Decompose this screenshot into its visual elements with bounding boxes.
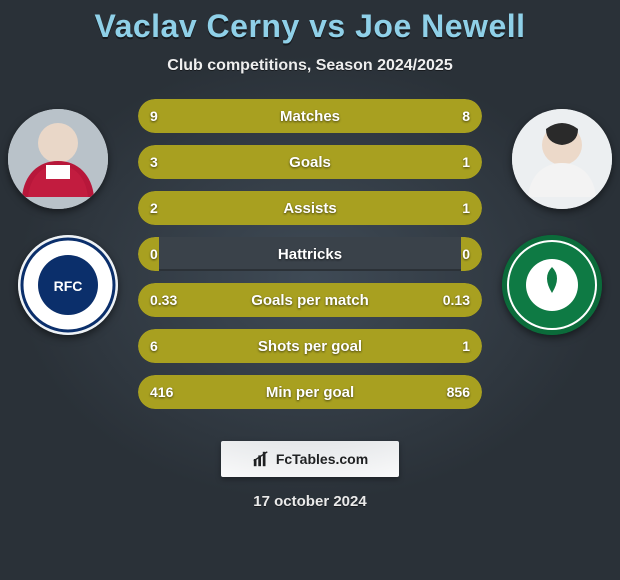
stat-label: Hattricks — [138, 237, 482, 271]
stat-fill-right — [320, 99, 482, 133]
stat-fill-left — [138, 283, 386, 317]
stat-fill-left — [138, 145, 396, 179]
club-right-badge: HIBERNIAN — [502, 235, 602, 335]
brand-logo-icon — [252, 450, 270, 468]
stat-fill-left — [138, 99, 320, 133]
stat-row: 61Shots per goal — [138, 329, 482, 363]
svg-text:RFC: RFC — [54, 278, 83, 294]
stat-fill-right — [386, 283, 482, 317]
person-icon — [512, 109, 612, 209]
comparison-panel: RFC HIBERNIAN 98Matches 31Goals 21Assists 0… — [0, 99, 620, 419]
club-left-badge: RFC — [18, 235, 118, 335]
club-crest-icon: HIBERNIAN — [502, 235, 602, 335]
stat-row: 00Hattricks — [138, 237, 482, 271]
stat-row: 0.330.13Goals per match — [138, 283, 482, 317]
stat-bars: 98Matches 31Goals 21Assists 00Hattricks 0.33… — [138, 99, 482, 409]
stat-fill-right — [396, 145, 482, 179]
stat-row: 21Assists — [138, 191, 482, 225]
subtitle: Club competitions, Season 2024/2025 — [0, 57, 620, 75]
brand-badge[interactable]: FcTables.com — [221, 441, 399, 477]
player-left-avatar — [8, 109, 108, 209]
stat-fill-right — [252, 375, 482, 409]
stat-fill-right — [434, 329, 482, 363]
brand-text: FcTables.com — [276, 451, 368, 467]
page-title: Vaclav Cerny vs Joe Newell — [0, 0, 620, 45]
stat-fill-right — [461, 237, 482, 271]
date-text: 17 october 2024 — [0, 493, 620, 510]
stat-fill-right — [368, 191, 482, 225]
stat-row: 98Matches — [138, 99, 482, 133]
stat-fill-left — [138, 237, 159, 271]
person-icon — [8, 109, 108, 209]
stat-fill-left — [138, 191, 368, 225]
stat-row: 31Goals — [138, 145, 482, 179]
stat-fill-left — [138, 329, 434, 363]
stat-row: 416856Min per goal — [138, 375, 482, 409]
club-crest-icon: RFC — [18, 235, 118, 335]
player-right-avatar — [512, 109, 612, 209]
stat-fill-left — [138, 375, 252, 409]
